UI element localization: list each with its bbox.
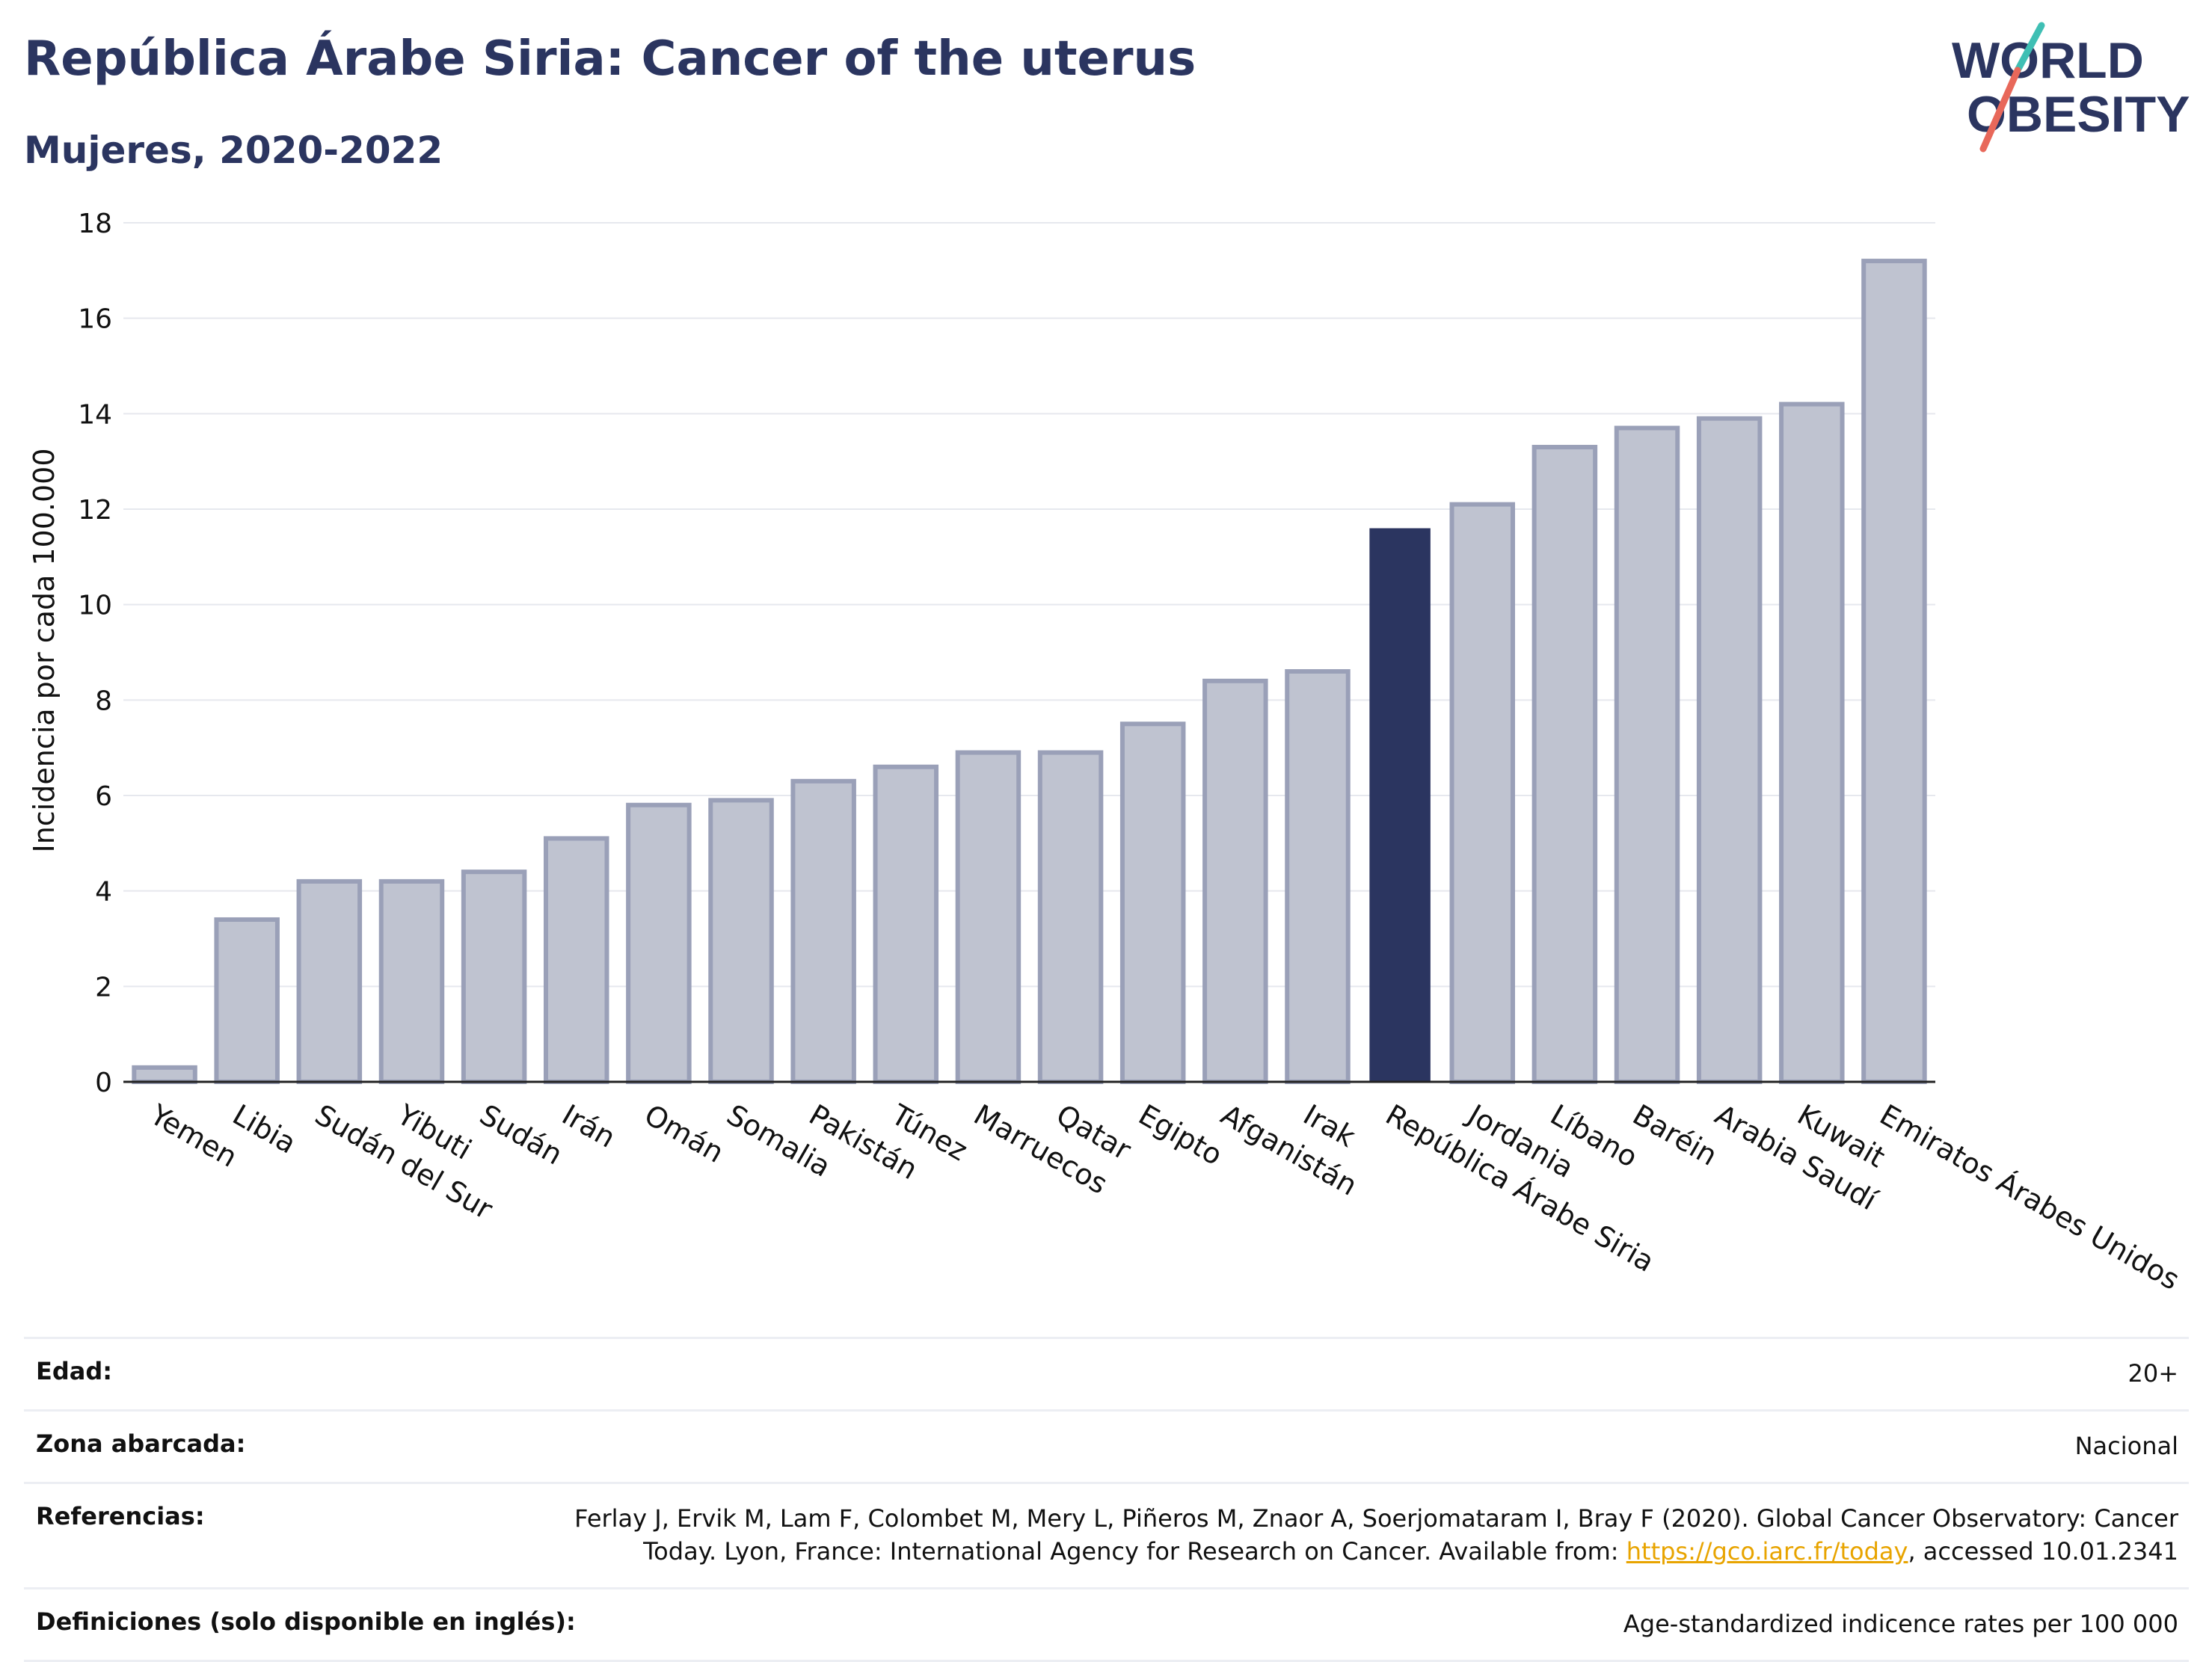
bar — [790, 778, 856, 1084]
logo-slash-red — [1979, 67, 2021, 153]
meta-row-age: Edad: 20+ — [24, 1337, 2189, 1409]
bar — [1531, 445, 1598, 1084]
bar — [1614, 425, 1680, 1084]
bar — [1861, 259, 1927, 1085]
y-tick-label: 18 — [78, 209, 112, 239]
logo-line1: WORLD — [1952, 32, 2144, 89]
bar — [1369, 528, 1431, 1082]
y-axis-title: Incidencia por cada 100.000 — [28, 448, 61, 852]
bar — [1285, 669, 1351, 1084]
y-tick-label: 6 — [95, 781, 112, 812]
x-tick-label: Omán — [639, 1098, 729, 1169]
area-label: Zona abarcada: — [36, 1429, 246, 1458]
ref-value: Ferlay J, Ervik M, Lam F, Colombet M, Me… — [574, 1502, 2189, 1568]
bars — [132, 259, 1927, 1085]
ref-link[interactable]: https://gco.iarc.fr/today — [1626, 1537, 1908, 1566]
ref-label: Referencias: — [36, 1502, 205, 1530]
bar — [214, 917, 280, 1085]
chart-title: República Árabe Siria: Cancer of the ute… — [24, 31, 1196, 87]
x-tick-label: Sudán — [474, 1098, 568, 1172]
meta-row-references: Referencias: Ferlay J, Ervik M, Lam F, C… — [24, 1482, 2189, 1587]
bar — [461, 870, 527, 1084]
x-tick-label: Baréin — [1627, 1098, 1723, 1172]
x-tick-label: Egipto — [1133, 1098, 1228, 1172]
bar — [1119, 721, 1186, 1084]
y-tick-label: 0 — [95, 1068, 112, 1098]
def-label: Definiciones (solo disponible en inglés)… — [36, 1607, 576, 1636]
bar — [543, 836, 609, 1084]
ref-text-2: Today. Lyon, France: International Agenc… — [643, 1537, 1626, 1566]
age-label: Edad: — [36, 1357, 113, 1385]
bar — [1449, 502, 1516, 1084]
world-obesity-logo: WORLD OBESITY — [1952, 22, 2190, 153]
meta-row-area: Zona abarcada: Nacional — [24, 1409, 2189, 1482]
bar — [1779, 401, 1845, 1084]
bar — [132, 1065, 197, 1084]
y-tick-label: 14 — [78, 399, 112, 430]
age-value: 20+ — [2127, 1359, 2178, 1388]
y-tick-label: 8 — [95, 686, 112, 716]
y-tick-label: 16 — [78, 304, 112, 335]
y-tick-label: 12 — [78, 495, 112, 526]
def-value: Age-standardized indicence rates per 100… — [1623, 1610, 2178, 1638]
y-tick-label: 4 — [95, 877, 112, 908]
y-tick-labels: 0 2 4 6 8 10 12 14 16 18 — [78, 209, 112, 1098]
bar — [626, 802, 692, 1085]
bar — [708, 798, 774, 1084]
bar — [1202, 678, 1268, 1084]
bar — [296, 878, 363, 1085]
bar — [378, 878, 445, 1085]
bar — [955, 750, 1021, 1084]
y-tick-label: 2 — [95, 972, 112, 1003]
y-tick-label: 10 — [78, 591, 112, 621]
metadata-table: Edad: 20+ Zona abarcada: Nacional Refere… — [24, 1337, 2189, 1662]
bar — [1696, 416, 1763, 1084]
ref-text-3: , accessed 10.01.2341 — [1908, 1537, 2178, 1566]
logo-slash-teal — [2014, 22, 2045, 74]
bar — [873, 764, 939, 1084]
area-value: Nacional — [2074, 1432, 2178, 1460]
meta-row-definitions: Definiciones (solo disponible en inglés)… — [24, 1587, 2189, 1662]
bar — [1037, 750, 1104, 1084]
chart-subtitle: Mujeres, 2020-2022 — [24, 129, 443, 172]
ref-text-1: Ferlay J, Ervik M, Lam F, Colombet M, Me… — [574, 1504, 2178, 1533]
x-tick-label: Yemen — [144, 1098, 243, 1174]
x-tick-label: Emiratos Árabes Unidos — [1874, 1098, 2185, 1296]
